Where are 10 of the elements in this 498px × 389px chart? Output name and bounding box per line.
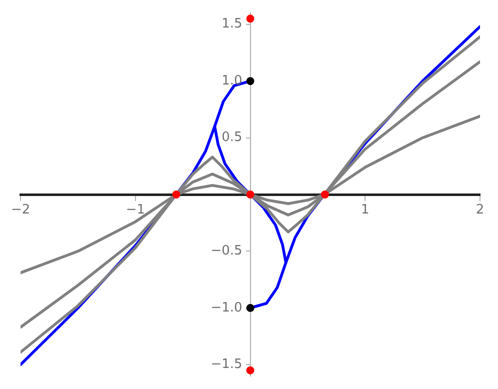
x-tick-label: 1 <box>361 202 370 218</box>
y-tick-label: 1.5 <box>222 16 242 32</box>
y-tick-label: −1.5 <box>210 357 242 372</box>
x-tick-label: 2 <box>476 202 484 218</box>
y-tick-label: 1.0 <box>222 73 242 88</box>
y-tick-label: −1.0 <box>210 300 242 316</box>
x-tick-label: −2 <box>10 202 30 218</box>
x-tick-label: −1 <box>126 202 146 218</box>
y-tick-label: −0.5 <box>210 244 242 259</box>
y-tick-label: 0.5 <box>222 130 242 146</box>
